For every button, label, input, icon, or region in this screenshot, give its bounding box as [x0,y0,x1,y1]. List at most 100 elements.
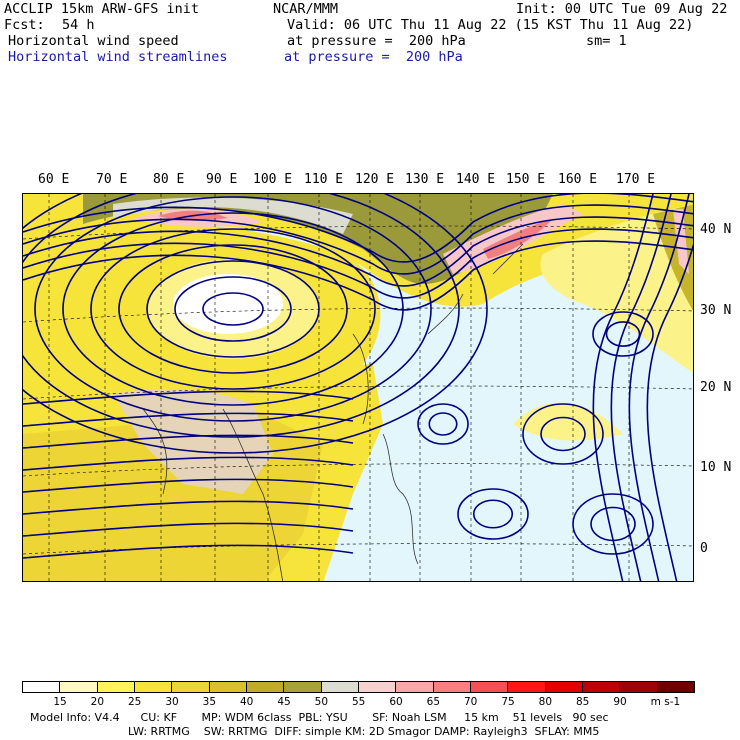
colorbar-label: 45 [277,696,291,708]
streamline [146,260,320,358]
streamline [540,416,586,452]
streamline [472,499,514,529]
wind-speed-north-jet-core [83,194,553,284]
colorbar-label: 80 [538,696,553,708]
colorbar-label: m s-1 [650,696,681,708]
colorbar-bin [320,681,359,693]
colorbar-bin [395,681,434,693]
colorbar-label: 70 [464,696,478,708]
streamline [417,403,469,445]
streamline [646,243,693,581]
field1-smoothing: sm= 1 [586,33,627,49]
colorbar-label: 40 [240,696,254,708]
colorbar-label: 55 [352,696,366,708]
colorbar-label: 20 [90,696,105,708]
lon-label: 150 E [506,172,546,187]
model-info-line1: Model Info: V4.4 CU: KF MP: WDM 6class P… [30,711,609,724]
model-title: ACCLIP 15km ARW-GFS init [4,1,200,17]
colorbar-bin [358,681,397,693]
streamline [23,204,693,275]
organization-label: NCAR/MMM [273,1,339,17]
streamline [23,434,354,449]
streamline [610,194,672,581]
field2-name: Horizontal wind streamlines [8,49,228,65]
model-info-line2: LW: RRTMG SW: RRTMG DIFF: simple KM: 2D … [128,725,600,738]
lon-label: 130 E [405,172,445,187]
streamline [174,276,292,342]
streamline [23,412,354,427]
streamline [457,488,529,540]
streamline [23,228,693,299]
colorbar-bin [283,681,322,693]
lon-label: 170 E [616,172,656,187]
forecast-label: Fcst: [4,17,45,33]
colorbar-label: 15 [53,696,67,708]
wind-map-canvas [23,194,693,581]
wind-speed-east-band [540,204,693,373]
colorbar-bin [470,681,509,693]
streamline [605,321,641,347]
colorbar-label: 35 [202,696,217,708]
streamline [62,212,404,406]
streamline [572,493,654,555]
streamline [202,292,264,326]
colorbar-bin [96,681,135,693]
colorbar-bin [507,681,546,693]
colorbar-bin [134,681,173,693]
colorbar-label: 30 [165,696,179,708]
streamline [34,196,432,422]
colorbar-label: 60 [389,696,403,708]
streamline [23,478,354,493]
colorbar-bin [59,681,98,693]
lon-label: 160 E [558,172,598,187]
streamline [23,544,354,559]
colorbar-bin [544,681,583,693]
colorbar-label: 25 [128,696,142,708]
colorbar-label: 50 [314,696,329,708]
land-patch [113,388,273,494]
streamline [90,228,376,390]
lon-label: 70 E [96,172,128,187]
streamline [23,456,354,471]
lon-label: 110 E [304,172,344,187]
streamline [592,194,654,581]
colorbar-bin [246,681,285,693]
streamline [23,240,693,311]
streamlines [23,194,693,581]
lat-label: 20 N [700,380,732,395]
streamline [628,194,690,581]
colorbar-bin [582,681,621,693]
wind-speed-east-pink [673,209,689,274]
colorbar-bin [432,681,471,693]
streamline [118,244,348,374]
colorbar-bin [171,681,210,693]
colorbar-bin [656,681,695,693]
field2-level: at pressure = 200 hPa [284,49,463,65]
lat-label: 40 N [700,222,732,237]
colorbar-label: 75 [501,696,515,708]
lon-label: 100 E [253,172,293,187]
streamline [23,390,354,405]
lon-label: 60 E [38,172,70,187]
field1-name: Horizontal wind speed [8,33,179,49]
lon-label: 140 E [456,172,496,187]
colorbar-bin [619,681,658,693]
streamline [590,506,636,542]
lat-label: 10 N [700,460,732,475]
wind-map [22,193,694,582]
lat-label: 30 N [700,303,732,318]
colorbar-bin [22,681,61,693]
streamline [23,194,488,454]
lat-label: 0 [700,541,708,556]
colorbar-label: 85 [576,696,590,708]
colorbar-bin [208,681,247,693]
colorbar-label: 65 [426,696,441,708]
colorbar [22,681,695,694]
colorbar-label: 90 [613,696,627,708]
lon-label: 120 E [355,172,395,187]
lon-label: 80 E [153,172,185,187]
valid-time: Valid: 06 UTC Thu 11 Aug 22 (15 KST Thu … [287,17,694,33]
streamline [522,403,604,465]
streamline [23,194,693,263]
streamline [23,500,354,515]
